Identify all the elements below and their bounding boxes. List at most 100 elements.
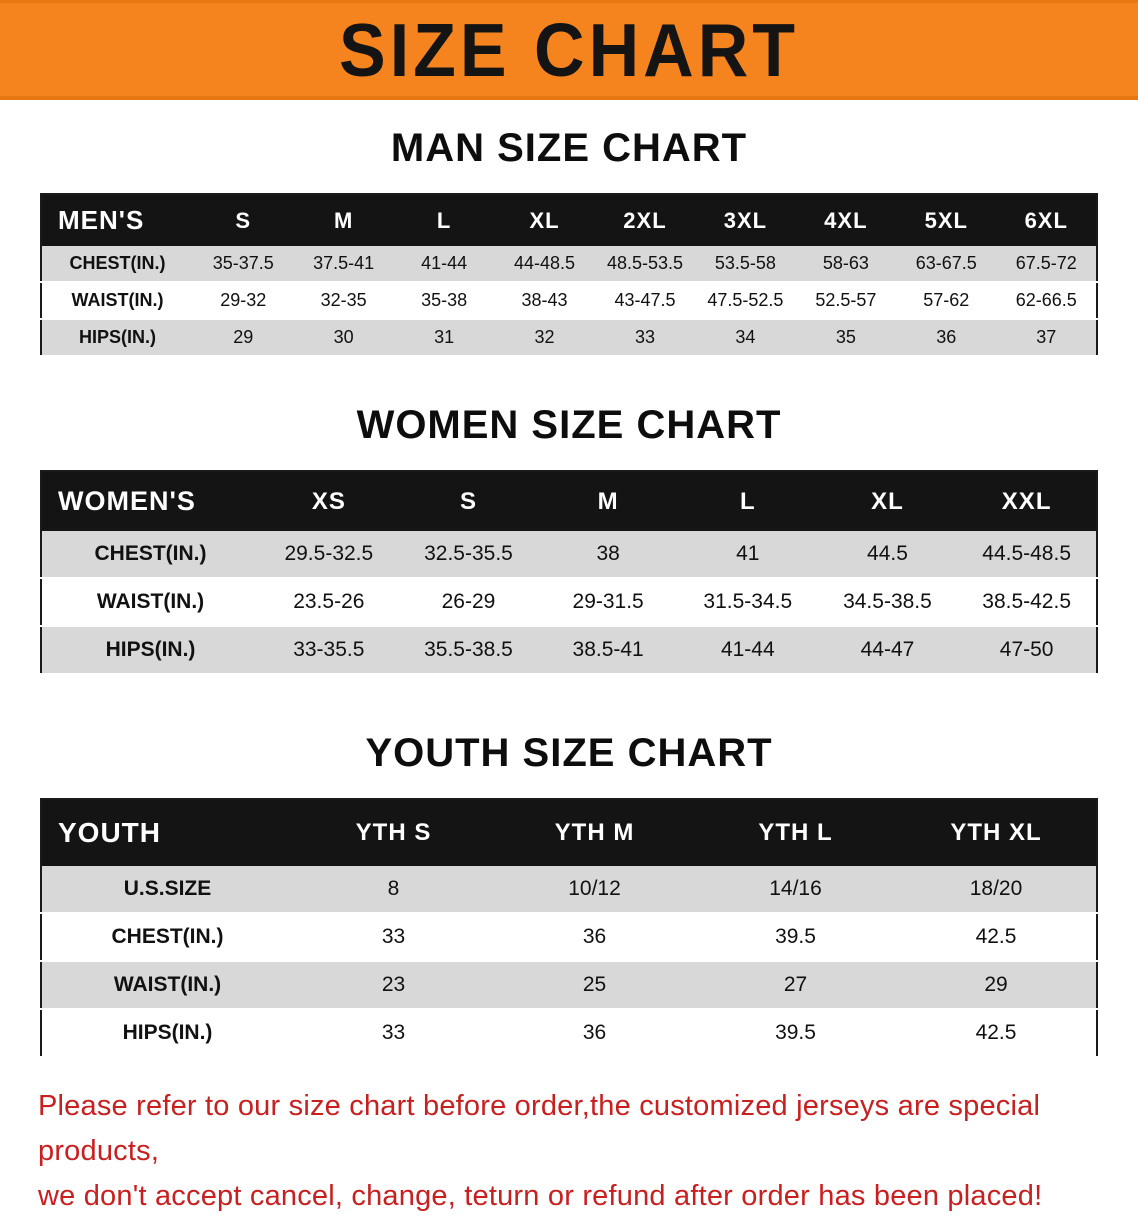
table-row: CHEST(IN.) 35-37.5 37.5-41 41-44 44-48.5 48.5… [41,246,1097,282]
size-header-cell: M [597,487,619,515]
size-header-cell: XS [311,487,346,515]
measurement-value-cell: 33 [634,327,655,347]
measurement-label-cell: HIPS(IN.) [105,638,196,661]
measurement-value-cell: 52.5-57 [815,290,877,310]
measurement-value-cell: 35.5-38.5 [424,638,513,661]
measurement-value-cell: 53.5-58 [714,253,776,273]
measurement-value-cell: 33 [381,925,406,948]
measurement-value-cell: 47.5-52.5 [707,290,784,310]
measurement-label-cell: CHEST(IN.) [111,925,224,948]
measurement-value-cell: 25 [582,973,607,996]
measurement-value-cell: 44.5 [867,542,908,565]
size-header-cell: XL [529,207,560,233]
measurement-label-cell: WAIST(IN.) [113,973,222,996]
measurement-label-cell: U.S.SIZE [123,877,212,900]
measurement-value-cell: 37 [1036,327,1057,347]
measurement-label-cell: WAIST(IN.) [96,590,205,613]
man-size-chart-section: MAN SIZE CHART MEN'S S M L XL 2XL 3XL 4XL 5XL 6XL… [0,126,1138,357]
measurement-value-cell: 39.5 [775,1021,816,1044]
table-header-row: WOMEN'S XS S M L XL XXL [41,471,1097,531]
measurement-value-cell: 27 [783,973,808,996]
measurement-value-cell: 36 [582,925,607,948]
measurement-value-cell: 31 [434,327,455,347]
measurement-value-cell: 32-35 [320,290,367,310]
measurement-label-cell: CHEST(IN.) [69,253,166,273]
measurement-value-cell: 18/20 [969,877,1023,900]
table-row: HIPS(IN.) 33 36 39.5 42.5 [41,1009,1097,1057]
table-row: CHEST(IN.) 29.5-32.5 32.5-35.5 38 41 44.5 44.5… [41,531,1097,578]
women-size-chart-section: WOMEN SIZE CHART WOMEN'S XS S M L XL XXL CHEST(… [0,403,1138,675]
measurement-value-cell: 23 [381,973,406,996]
measurement-label-cell: HIPS(IN.) [78,327,156,347]
table-row: HIPS(IN.) 33-35.5 35.5-38.5 38.5-41 41-44 44-… [41,626,1097,674]
measurement-value-cell: 35-37.5 [212,253,274,273]
measurement-value-cell: 44.5-48.5 [982,542,1072,565]
size-header-cell: L [436,207,452,233]
size-header-cell: 3XL [723,207,768,233]
table-header-row: YOUTH YTH S YTH M YTH L YTH XL [41,799,1097,866]
women-size-chart-heading: WOMEN SIZE CHART [356,403,782,447]
measurement-label-cell: CHEST(IN.) [94,542,207,565]
measurement-value-cell: 41-44 [421,253,468,273]
size-header-cell: S [459,487,477,515]
measurement-value-cell: 29-31.5 [572,590,644,613]
size-header-cell: YTH S [355,819,432,846]
measurement-value-cell: 33-35.5 [293,638,365,661]
size-header-cell: XL [871,487,904,515]
size-header-cell: 5XL [924,207,968,233]
table-title-cell: WOMEN'S [58,486,196,516]
measurement-value-cell: 35-38 [421,290,468,310]
measurement-value-cell: 48.5-53.5 [606,253,683,273]
measurement-value-cell: 43-47.5 [614,290,676,310]
measurement-value-cell: 58-63 [822,253,869,273]
measurement-value-cell: 42.5 [975,1021,1017,1044]
measurement-value-cell: 37.5-41 [313,253,375,273]
table-header-row: MEN'S S M L XL 2XL 3XL 4XL 5XL 6XL [41,194,1097,246]
measurement-label-cell: HIPS(IN.) [122,1021,213,1044]
measurement-value-cell: 23.5-26 [293,590,365,613]
measurement-value-cell: 44-48.5 [514,253,576,273]
youth-size-chart-heading: YOUTH SIZE CHART [365,731,773,775]
order-policy-note: Please refer to our size chart before or… [38,1084,1100,1219]
measurement-value-cell: 32.5-35.5 [424,542,513,565]
measurement-value-cell: 10/12 [568,877,621,900]
measurement-value-cell: 36 [936,327,957,347]
table-row: U.S.SIZE 8 10/12 14/16 18/20 [41,866,1097,913]
measurement-value-cell: 30 [333,327,354,347]
measurement-value-cell: 36 [582,1021,607,1044]
measurement-value-cell: 41 [736,542,760,565]
table-row: HIPS(IN.) 29 30 31 32 33 34 35 36 37 [41,319,1097,356]
measurement-value-cell: 34 [735,327,756,347]
measurement-value-cell: 67.5-72 [1015,253,1077,273]
measurement-value-cell: 29.5-32.5 [284,542,374,565]
measurement-value-cell: 47-50 [999,638,1054,661]
measurement-value-cell: 8 [387,877,400,900]
measurement-label-cell: WAIST(IN.) [71,290,164,310]
measurement-value-cell: 62-66.5 [1015,290,1077,310]
table-row: WAIST(IN.) 23 25 27 29 [41,961,1097,1009]
measurement-value-cell: 38.5-41 [572,638,644,661]
measurement-value-cell: 33 [381,1021,406,1044]
measurement-value-cell: 29 [233,327,254,347]
measurement-value-cell: 34.5-38.5 [843,590,932,613]
measurement-value-cell: 41-44 [720,638,775,661]
measurement-value-cell: 32 [534,327,555,347]
mens-size-table: MEN'S S M L XL 2XL 3XL 4XL 5XL 6XL CHEST(IN.) 35-37… [40,193,1098,357]
youth-size-chart-section: YOUTH SIZE CHART YOUTH YTH S YTH M YTH L YTH… [0,731,1138,1058]
size-header-cell: L [739,487,756,515]
size-header-cell: XXL [1001,487,1052,515]
order-policy-line-2: we don't accept cancel, change, teturn o… [38,1179,1043,1212]
measurement-value-cell: 57-62 [923,290,970,310]
measurement-value-cell: 42.5 [975,925,1017,948]
order-policy-line-1: Please refer to our size chart before or… [38,1090,1041,1167]
size-header-cell: M [333,207,354,233]
measurement-value-cell: 38 [596,542,620,565]
measurement-value-cell: 29 [984,973,1008,996]
size-header-cell: YTH M [554,819,635,846]
size-header-cell: YTH XL [950,819,1042,846]
table-row: WAIST(IN.) 29-32 32-35 35-38 38-43 43-47.5 47.… [41,282,1097,319]
measurement-value-cell: 38-43 [521,290,568,310]
size-header-cell: 6XL [1024,207,1068,233]
measurement-value-cell: 26-29 [441,590,496,613]
size-header-cell: 2XL [623,207,667,233]
